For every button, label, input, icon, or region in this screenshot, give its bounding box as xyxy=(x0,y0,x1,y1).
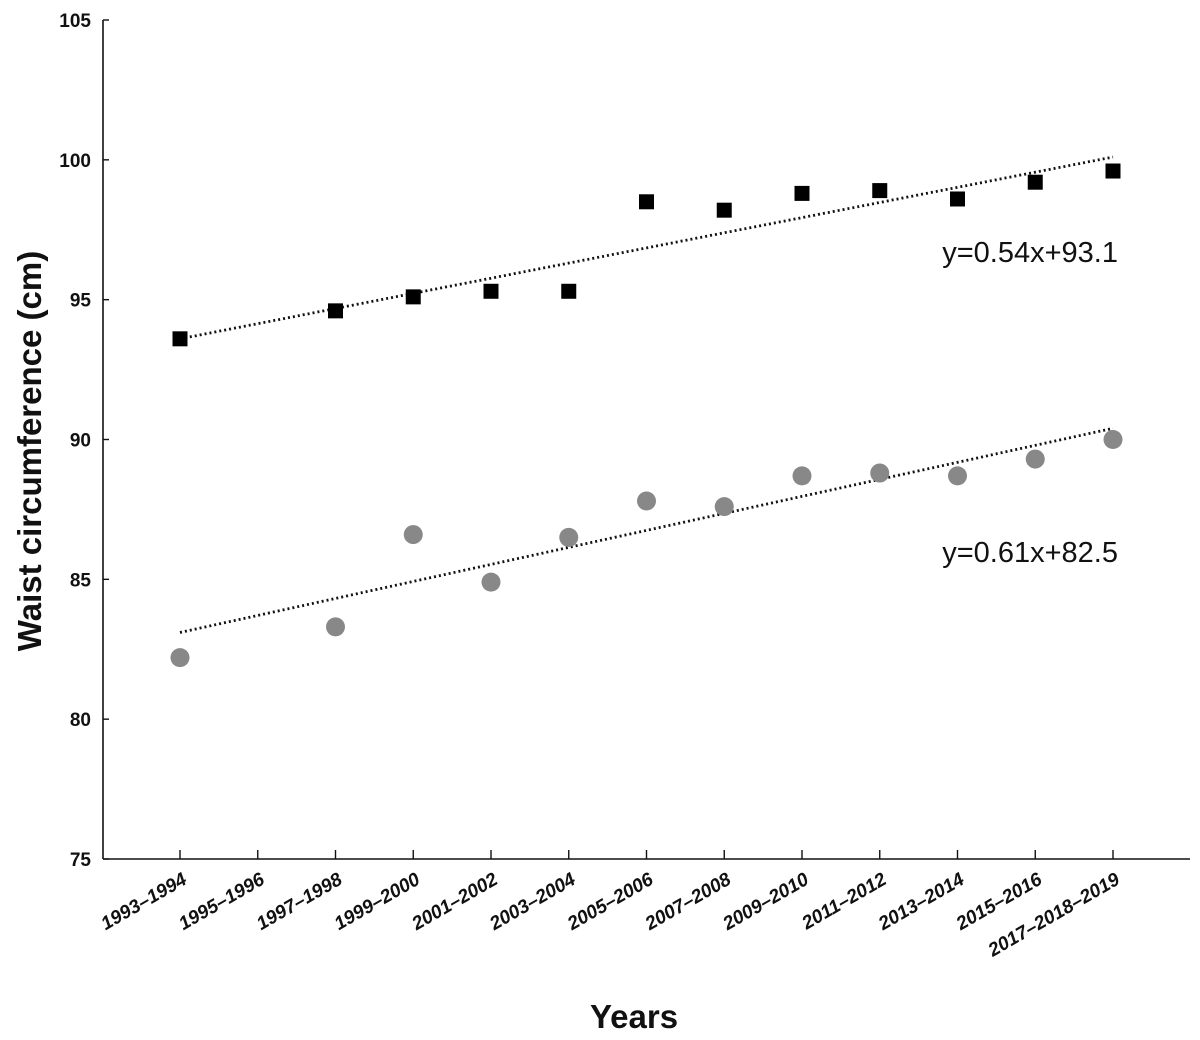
x-tick-label: 2009–2010 xyxy=(719,869,813,935)
data-point-square xyxy=(1027,174,1043,190)
x-tick-label: 2005–2006 xyxy=(563,869,657,935)
y-tick-label: 85 xyxy=(70,570,92,591)
y-tick-label: 100 xyxy=(59,151,91,172)
trendline-series-2 xyxy=(179,426,1114,634)
x-tick-label: 2017–2018–2019 xyxy=(984,869,1124,962)
x-tick-label: 1995–1996 xyxy=(175,869,268,935)
axes xyxy=(102,20,1190,860)
trendline-equations: y=0.54x+93.1 y=0.61x+82.5 xyxy=(942,237,1118,569)
data-point-square xyxy=(872,183,888,199)
x-tick-label: 1999–2000 xyxy=(331,869,424,935)
data-point-circle xyxy=(948,466,967,486)
data-point-square xyxy=(328,303,343,319)
data-point-circle xyxy=(170,648,190,668)
data-point-circle xyxy=(637,491,656,511)
y-tick-label: 95 xyxy=(70,291,92,312)
data-point-square xyxy=(172,331,188,347)
data-point-square xyxy=(639,194,654,210)
data-point-square xyxy=(950,191,965,207)
data-point-square xyxy=(794,185,810,201)
x-tick-label: 1993–1994 xyxy=(98,869,191,935)
x-tick-label: 1997–1998 xyxy=(253,869,346,935)
data-point-circle xyxy=(714,497,734,517)
x-ticks: 1993–19941995–19961997–19981999–20002001… xyxy=(98,850,1124,962)
x-axis-title: Years xyxy=(590,998,678,1035)
trendlines xyxy=(179,155,1114,634)
data-point-circle xyxy=(403,525,423,545)
x-tick-label: 2011–2012 xyxy=(798,869,891,935)
equation-label-series-2: y=0.61x+82.5 xyxy=(942,537,1118,569)
trendline-series-1 xyxy=(179,155,1114,341)
data-point-square xyxy=(405,289,421,305)
equation-label-series-1: y=0.54x+93.1 xyxy=(942,237,1118,269)
y-tick-label: 90 xyxy=(70,431,91,452)
y-tick-label: 80 xyxy=(70,710,91,731)
data-points xyxy=(170,163,1123,668)
y-ticks: 75 80 85 90 95 100 105 xyxy=(59,11,109,871)
x-tick-label: 2013–2014 xyxy=(874,869,968,935)
data-point-circle xyxy=(870,463,890,483)
data-point-square xyxy=(483,283,499,299)
y-axis-title: Waist circumference (cm) xyxy=(11,251,48,651)
data-point-square xyxy=(716,202,732,218)
x-tick-label: 2003–2004 xyxy=(486,869,580,935)
data-point-circle xyxy=(326,617,345,637)
y-tick-label: 105 xyxy=(59,11,91,32)
x-tick-label: 2001–2002 xyxy=(408,869,502,935)
data-point-circle xyxy=(792,466,812,486)
x-tick-label: 2007–2008 xyxy=(641,869,735,935)
data-point-square xyxy=(1105,163,1121,179)
data-point-circle xyxy=(1025,449,1045,469)
y-tick-label: 75 xyxy=(70,850,92,871)
data-point-circle xyxy=(481,572,501,592)
data-point-circle xyxy=(1103,430,1123,449)
data-point-circle xyxy=(559,527,579,547)
data-point-square xyxy=(561,283,577,299)
